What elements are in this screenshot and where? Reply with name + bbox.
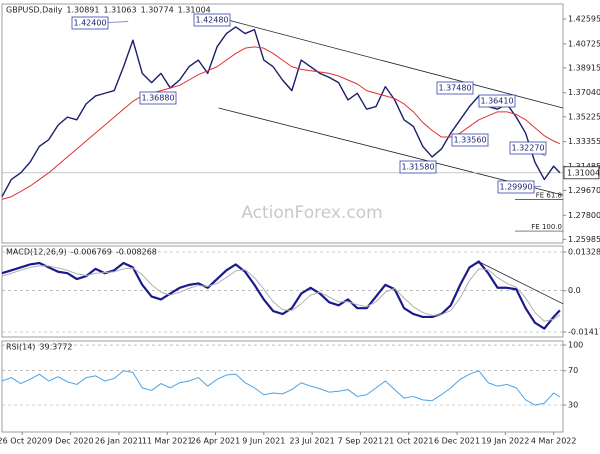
y-tick-label: 70 bbox=[568, 366, 578, 375]
x-tick-label: 4 Mar 2022 bbox=[531, 437, 577, 446]
annotation-label: 1.42400 bbox=[73, 19, 106, 28]
y-tick-label: 1.38915 bbox=[568, 63, 600, 72]
y-tick-label: 1.29670 bbox=[568, 186, 600, 195]
y-tick-label: 1.25985 bbox=[568, 235, 600, 244]
y-tick-label: 0.0 bbox=[568, 286, 581, 295]
x-tick-label: 26 Jan 2021 bbox=[95, 437, 143, 446]
fib-label: FE 100.0 bbox=[531, 223, 562, 231]
indicator-readout: -0.008268 bbox=[116, 248, 157, 257]
annotation-label: 1.37480 bbox=[438, 84, 471, 93]
x-tick-label: 19 Jan 2022 bbox=[481, 437, 529, 446]
y-tick-label: 1.37040 bbox=[568, 88, 600, 97]
ohlc-value: 1.31004 bbox=[178, 6, 211, 15]
x-tick-label: 21 Oct 2021 bbox=[384, 437, 433, 446]
y-tick-label: 100 bbox=[568, 341, 583, 350]
last-price-label: 1.31004 bbox=[567, 168, 600, 177]
annotation-label: 1.42480 bbox=[195, 16, 228, 25]
annotation-label: 1.36410 bbox=[480, 97, 513, 106]
fib-label: FE 61.8 bbox=[536, 191, 562, 199]
x-tick-label: 6 Dec 2021 bbox=[434, 437, 480, 446]
indicator-readout: 39.3772 bbox=[39, 343, 72, 352]
y-tick-label: 0.01328 bbox=[568, 248, 600, 257]
watermark: ActionForex.com bbox=[241, 203, 382, 223]
annotation-label: 1.31580 bbox=[401, 163, 434, 172]
y-tick-label: 1.27800 bbox=[568, 211, 600, 220]
x-tick-label: 7 Sep 2021 bbox=[338, 437, 384, 446]
ohlc-value: 1.30891 bbox=[66, 6, 99, 15]
ohlc-value: 1.30774 bbox=[141, 6, 174, 15]
y-tick-label: 1.42595 bbox=[568, 15, 600, 24]
y-tick-label: 1.33355 bbox=[568, 137, 600, 146]
annotation-label: 1.33560 bbox=[453, 136, 486, 145]
y-tick-label: 1.40725 bbox=[568, 39, 600, 48]
x-tick-label: 9 Jun 2021 bbox=[242, 437, 285, 446]
panel-title: MACD(12,26,9) bbox=[6, 248, 67, 257]
y-tick-label: 1.35225 bbox=[568, 112, 600, 121]
panel-title: RSI(14) bbox=[6, 343, 35, 352]
ohlc-value: 1.31063 bbox=[103, 6, 136, 15]
panel-title: GBPUSD,Daily bbox=[6, 6, 63, 15]
annotation-label: 1.36880 bbox=[141, 94, 174, 103]
y-tick-label: 30 bbox=[568, 401, 578, 410]
x-tick-label: 26 Oct 2020 bbox=[0, 437, 47, 446]
annotation-label: 1.32270 bbox=[511, 144, 544, 153]
x-tick-label: 23 Jul 2021 bbox=[289, 437, 334, 446]
x-tick-label: 11 Mar 2021 bbox=[142, 437, 193, 446]
y-tick-label: -0.014173 bbox=[568, 327, 600, 336]
x-tick-label: 26 Apr 2021 bbox=[191, 437, 240, 446]
x-tick-label: 9 Dec 2020 bbox=[48, 437, 94, 446]
annotation-label: 1.29990 bbox=[499, 183, 532, 192]
indicator-readout: -0.006769 bbox=[71, 248, 112, 257]
